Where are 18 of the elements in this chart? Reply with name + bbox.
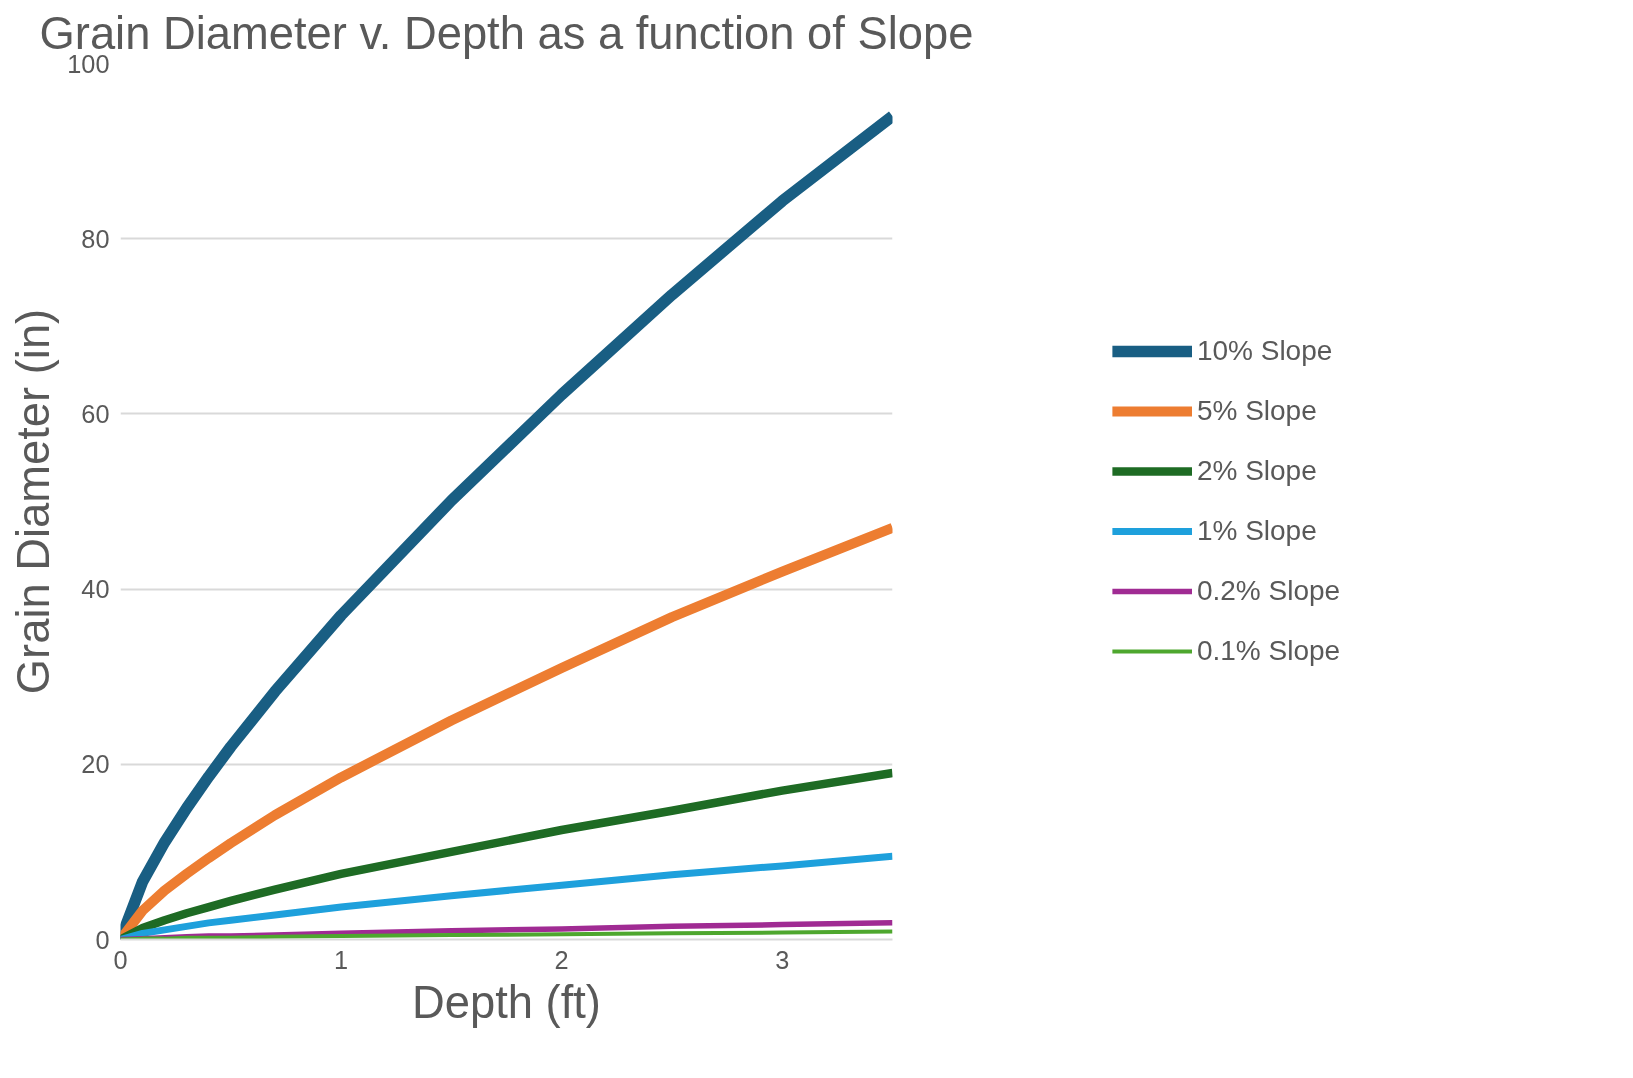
legend-label: 2% Slope (1196, 455, 1317, 487)
legend-label: 10% Slope (1196, 335, 1333, 367)
x-tick-label: 3 (775, 945, 790, 974)
legend-label: 0.2% Slope (1196, 575, 1341, 607)
y-tick-label: 40 (81, 575, 110, 604)
x-tick-label: 0 (113, 945, 128, 974)
y-tick-label: 0 (95, 925, 110, 954)
y-axis-title: Grain Diameter (in) (8, 308, 60, 695)
legend-label: 1% Slope (1196, 515, 1317, 547)
line-series (120, 929, 893, 940)
y-tick-label: 60 (81, 399, 110, 428)
y-tick-label: 20 (81, 750, 110, 779)
x-tick-label: 2 (554, 945, 569, 974)
y-tick-label: 80 (81, 224, 110, 253)
legend-label: 5% Slope (1196, 395, 1317, 427)
legend-label: 0.1% Slope (1196, 635, 1341, 667)
x-axis-title: Depth (ft) (412, 976, 601, 1028)
x-tick-label: 1 (334, 945, 349, 974)
